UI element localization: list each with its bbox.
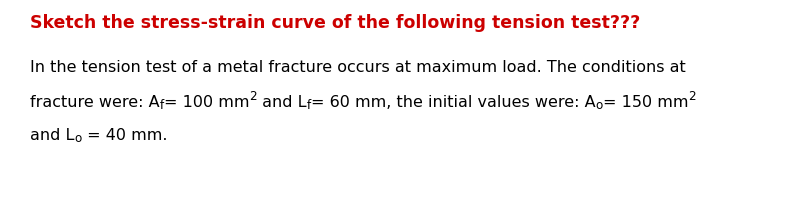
Text: and L: and L (30, 128, 74, 143)
Text: 2: 2 (250, 90, 257, 103)
Text: f: f (306, 99, 310, 112)
Text: o: o (74, 132, 82, 145)
Text: f: f (160, 99, 164, 112)
Text: = 100 mm: = 100 mm (164, 95, 250, 110)
Text: 2: 2 (688, 90, 696, 103)
Text: = 60 mm, the initial values were: A: = 60 mm, the initial values were: A (310, 95, 595, 110)
Text: In the tension test of a metal fracture occurs at maximum load. The conditions a: In the tension test of a metal fracture … (30, 60, 686, 75)
Text: and L: and L (257, 95, 306, 110)
Text: = 150 mm: = 150 mm (602, 95, 688, 110)
Text: = 40 mm.: = 40 mm. (82, 128, 167, 143)
Text: fracture were: A: fracture were: A (30, 95, 160, 110)
Text: o: o (595, 99, 602, 112)
Text: Sketch the stress-strain curve of the following tension test???: Sketch the stress-strain curve of the fo… (30, 14, 640, 32)
